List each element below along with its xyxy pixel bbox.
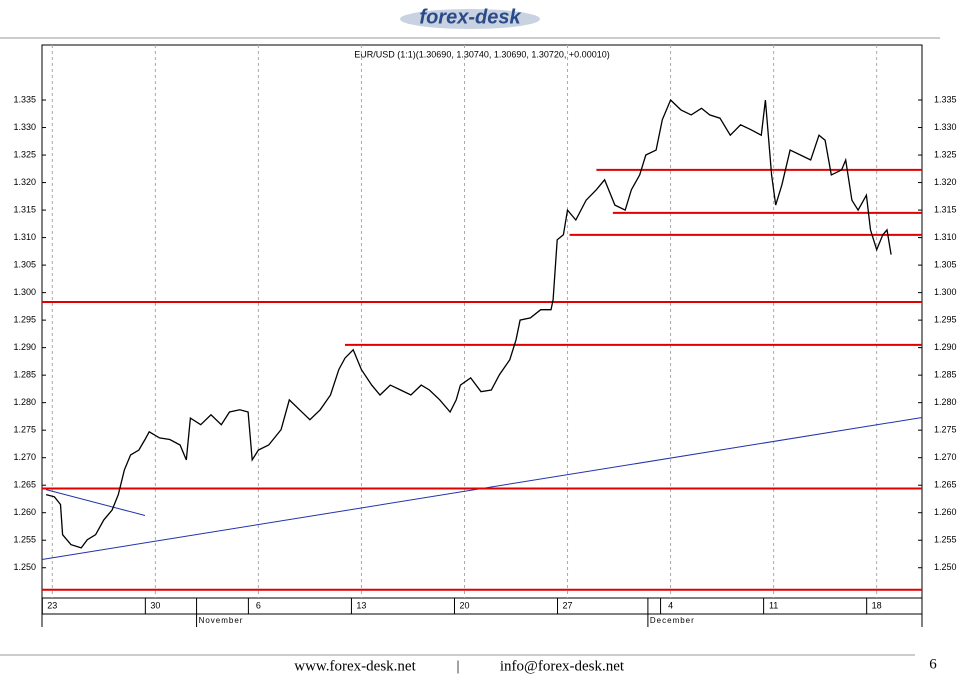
footer-separator: | xyxy=(456,658,459,674)
x-tick-label: 18 xyxy=(872,600,882,610)
y-tick-label: 1.315 xyxy=(13,204,36,214)
logo-swoosh xyxy=(400,9,540,29)
y-tick-label: 1.290 xyxy=(13,342,36,352)
x-tick-label: 23 xyxy=(47,600,57,610)
trendline xyxy=(45,489,146,516)
chart-title: EUR/USD (1:1)(1.30690, 1.30740, 1.30690,… xyxy=(354,49,609,59)
y-tick-label: 1.310 xyxy=(13,232,36,242)
x-tick-label: 20 xyxy=(459,600,469,610)
y-tick-label: 1.285 xyxy=(13,370,36,380)
y-tick-label-right: 1.315 xyxy=(934,204,957,214)
y-tick-label-right: 1.250 xyxy=(934,562,957,572)
y-tick-label: 1.280 xyxy=(13,397,36,407)
y-tick-label-right: 1.325 xyxy=(934,149,957,159)
y-tick-label-right: 1.300 xyxy=(934,287,957,297)
y-tick-label: 1.265 xyxy=(13,480,36,490)
x-tick-label: 27 xyxy=(563,600,573,610)
y-tick-label: 1.270 xyxy=(13,452,36,462)
month-label: December xyxy=(650,616,695,625)
logo: forex-desk xyxy=(419,6,521,28)
y-tick-label-right: 1.255 xyxy=(934,535,957,545)
y-tick-label-right: 1.305 xyxy=(934,259,957,269)
y-tick-label-right: 1.285 xyxy=(934,370,957,380)
y-tick-label: 1.300 xyxy=(13,287,36,297)
price-line xyxy=(45,98,892,549)
y-tick-label: 1.335 xyxy=(13,94,36,104)
y-tick-label-right: 1.290 xyxy=(934,342,957,352)
y-tick-label-right: 1.280 xyxy=(934,397,957,407)
x-tick-label: 30 xyxy=(150,600,160,610)
y-tick-label: 1.260 xyxy=(13,507,36,517)
month-label: November xyxy=(199,616,244,625)
y-tick-label-right: 1.310 xyxy=(934,232,957,242)
y-tick-label-right: 1.330 xyxy=(934,122,957,132)
y-tick-label-right: 1.260 xyxy=(934,507,957,517)
footer-website: www.forex-desk.net xyxy=(294,658,416,674)
page-number: 6 xyxy=(929,656,937,672)
footer-email: info@forex-desk.net xyxy=(500,658,625,674)
x-tick-label: 6 xyxy=(256,600,261,610)
x-tick-label: 13 xyxy=(356,600,366,610)
y-tick-label-right: 1.265 xyxy=(934,480,957,490)
x-tick-label: 11 xyxy=(769,600,778,610)
y-tick-label-right: 1.275 xyxy=(934,425,957,435)
plot-frame xyxy=(41,44,923,599)
y-tick-label: 1.255 xyxy=(13,535,36,545)
y-tick-label-right: 1.270 xyxy=(934,452,957,462)
y-tick-label-right: 1.320 xyxy=(934,177,957,187)
y-tick-label: 1.305 xyxy=(13,259,36,269)
y-tick-label: 1.295 xyxy=(13,314,36,324)
y-tick-label: 1.320 xyxy=(13,177,36,187)
y-tick-label-right: 1.295 xyxy=(934,314,957,324)
y-tick-label-right: 1.335 xyxy=(934,94,957,104)
y-tick-label: 1.330 xyxy=(13,122,36,132)
y-tick-label: 1.250 xyxy=(13,562,36,572)
x-tick-label: 4 xyxy=(668,600,673,610)
y-tick-label: 1.325 xyxy=(13,149,36,159)
y-tick-label: 1.275 xyxy=(13,425,36,435)
